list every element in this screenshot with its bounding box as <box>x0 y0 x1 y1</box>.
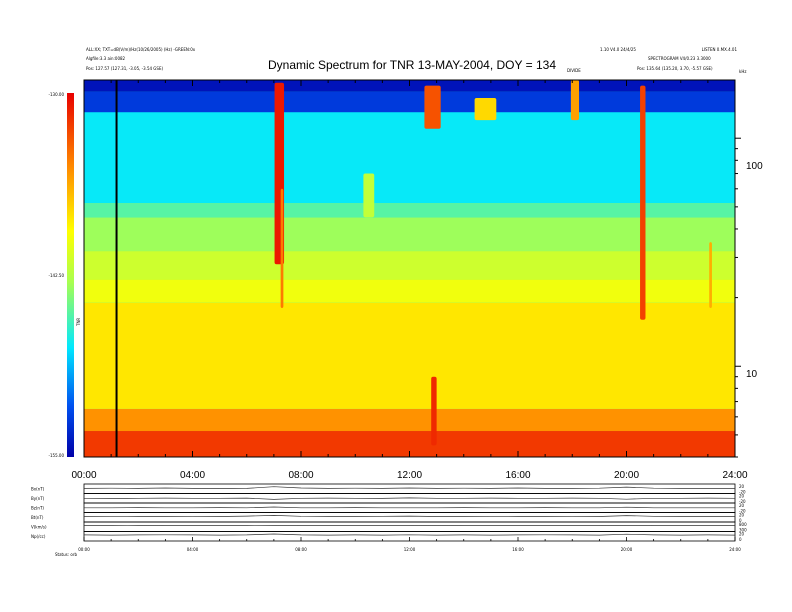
panel-scale-top-2: 20 <box>739 503 745 508</box>
spectrum-band-2 <box>84 302 735 409</box>
panel-series-line-1 <box>83 497 736 500</box>
spectrum-band-7 <box>84 112 735 203</box>
header-left-line2: Algfile:3.3 ain:0082 <box>86 56 126 61</box>
panel-scale-bottom-3: 0 <box>739 518 742 523</box>
spectrogram <box>83 79 736 458</box>
x-tick-label-0: 00:00 <box>71 470 96 481</box>
lower-x-tick-0: 00:00 <box>78 547 90 552</box>
colorbar: -130.00 -142.50 -155.00 TNR <box>49 92 81 458</box>
right-axis-tick-100: 100 <box>746 161 763 172</box>
colorbar-tick-mid: -142.50 <box>49 273 65 278</box>
panel-scale-top-4: 800 <box>739 522 747 527</box>
header-right-line3: Pos: 135.64 (135.20, 3.70, -5.57 GSE) <box>637 66 713 71</box>
panel-scale-top-3: 20 <box>739 513 745 518</box>
spectrum-burst-2 <box>424 85 441 129</box>
footer-status: Status: orb <box>55 552 77 557</box>
colorbar-tick-bottom: -155.00 <box>49 453 65 458</box>
panel-label-1: By(nT) <box>31 496 45 501</box>
panel-scale-bottom-1: -20 <box>739 499 746 504</box>
panel-scale-bottom-4: 300 <box>739 528 747 533</box>
colorbar-fill <box>67 93 74 457</box>
chart-title: Dynamic Spectrum for TNR 13-MAY-2004, DO… <box>268 58 556 72</box>
spectrogram-ticks <box>83 80 741 458</box>
panel-label-4: V(km/s) <box>31 525 47 530</box>
panel-scale-bottom-2: -20 <box>739 509 746 514</box>
panel-scale-top-0: 20 <box>739 484 745 489</box>
spectrum-burst-8 <box>363 173 375 218</box>
panel-series-line-0 <box>83 486 735 489</box>
spectrum-band-3 <box>84 279 735 303</box>
colorbar-tick-top: -130.00 <box>49 92 65 97</box>
colorbar-label: TNR <box>76 318 81 327</box>
spectrum-burst-1 <box>280 188 284 309</box>
lower-x-tick-2: 08:00 <box>295 547 307 552</box>
spectrum-burst-7 <box>709 242 712 309</box>
header-right-line1: 1.10 V4.0 24/4/25 <box>600 47 636 52</box>
spectrum-band-4 <box>84 251 735 280</box>
x-tick-label-2: 08:00 <box>288 470 313 481</box>
panel-frame-3 <box>83 512 736 523</box>
right-axis-unit: kHz <box>739 69 746 74</box>
x-tick-label-4: 16:00 <box>505 470 530 481</box>
panel-series-line-2 <box>84 506 735 509</box>
top-mark-label: DIVIDE <box>567 68 581 73</box>
header-right-line2: SPECTROGRAM V4/0.23 3.3000 <box>648 56 711 61</box>
panel-label-5: Np(/cc) <box>31 534 46 539</box>
spectrogram-bursts <box>274 80 712 446</box>
panel-frame-4 <box>83 521 736 532</box>
panel-label-3: Bt(nT) <box>31 515 44 520</box>
header-left-line3: Pos: 127.57 (127.31, -3.05, -3.54 GSE) <box>86 66 163 71</box>
lower-x-tick-3: 12:00 <box>404 547 416 552</box>
panel-scale-top-1: 20 <box>739 494 745 499</box>
x-tick-label-6: 24:00 <box>722 470 747 481</box>
spectrum-band-6 <box>84 202 735 218</box>
panel-scale-top-5: 20 <box>739 532 745 537</box>
panel-series-line-5 <box>83 533 736 536</box>
spectrum-burst-4 <box>640 85 646 320</box>
lower-x-tick-1: 04:00 <box>187 547 199 552</box>
lower-x-tick-5: 20:00 <box>621 547 633 552</box>
spectrum-burst-3 <box>431 376 437 446</box>
lower-x-tick-6: 24:00 <box>729 547 741 552</box>
spectrum-band-8 <box>84 91 735 113</box>
spectrogram-bands <box>84 80 735 457</box>
spectrum-burst-6 <box>474 98 497 121</box>
panel-scale-bottom-0: -20 <box>739 490 746 495</box>
panel-scale-bottom-5: 0 <box>739 537 742 542</box>
spectrum-band-1 <box>84 408 735 432</box>
panel-label-2: Bz(nT) <box>31 506 44 511</box>
spectrum-burst-5 <box>570 80 580 121</box>
panel-label-0: Bx(nT) <box>31 487 45 492</box>
x-tick-label-3: 12:00 <box>397 470 422 481</box>
header-left-line1: ALL:XX; TXT=dB(V/m)/Hz(10/26/2005) (Hz) … <box>86 47 196 52</box>
lower-x-tick-4: 16:00 <box>512 547 524 552</box>
header-far-right: LISTEN 0.MX.4.01 <box>702 47 738 52</box>
panel-series-line-3 <box>83 515 735 517</box>
panel-frame-0 <box>83 483 736 494</box>
right-axis-tick-10: 10 <box>746 369 758 380</box>
x-tick-label-1: 04:00 <box>180 470 205 481</box>
x-tick-label-5: 20:00 <box>614 470 639 481</box>
spectrum-band-5 <box>84 217 735 252</box>
